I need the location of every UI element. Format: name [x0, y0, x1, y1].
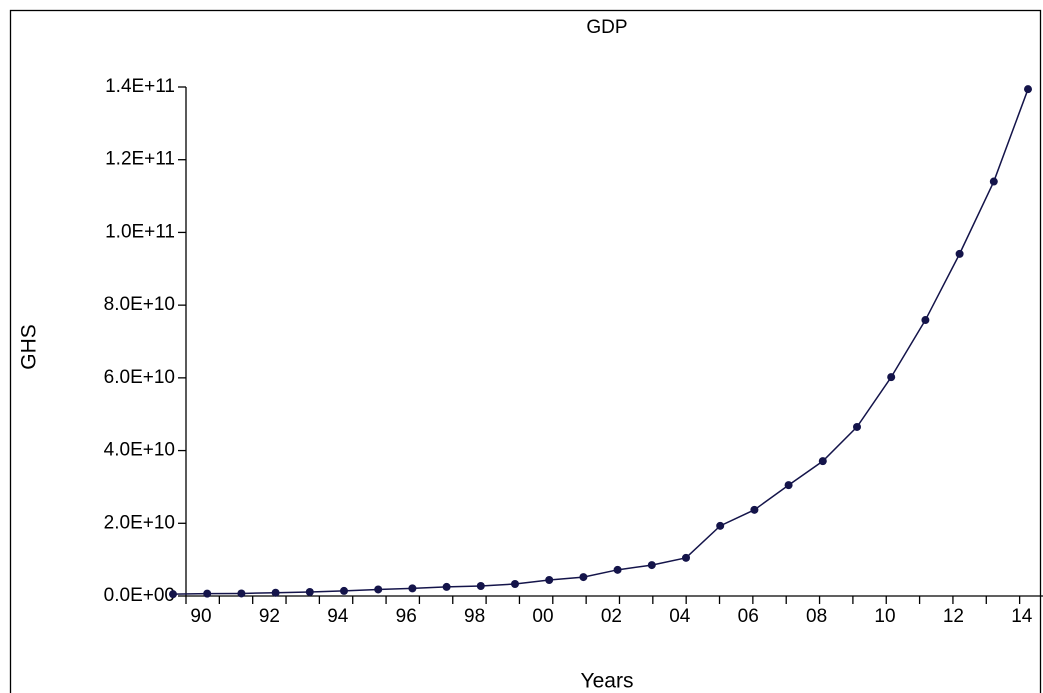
marker	[887, 373, 896, 382]
marker	[511, 580, 519, 589]
y-tick-label: 1.2E+11	[105, 149, 175, 170]
frame	[9, 9, 1042, 693]
marker	[613, 565, 622, 574]
marker	[921, 316, 930, 325]
marker	[408, 584, 417, 593]
y-tick-label: 2.0E+10	[104, 512, 175, 533]
x-tick-label: 92	[259, 606, 280, 627]
y-tick-label: 0.0E+00	[104, 585, 175, 606]
x-tick-label: 00	[532, 606, 553, 627]
marker	[784, 481, 793, 490]
marker	[203, 589, 212, 598]
y-axis-label: GHS	[18, 324, 41, 370]
marker	[682, 553, 690, 562]
marker	[374, 585, 383, 594]
y-tick-label: 4.0E+10	[104, 440, 175, 461]
marker	[716, 521, 725, 530]
marker	[545, 576, 554, 585]
marker	[853, 422, 861, 431]
x-tick-label: 96	[396, 606, 417, 627]
marker	[579, 573, 588, 582]
x-tick-label: 90	[190, 606, 211, 627]
x-tick-label: 06	[738, 606, 759, 627]
marker	[237, 589, 246, 598]
marker	[750, 505, 759, 514]
x-tick-label: 98	[464, 606, 485, 627]
x-tick-label: 08	[806, 606, 827, 627]
marker	[271, 588, 280, 597]
line	[172, 88, 1029, 595]
marker	[442, 582, 451, 591]
x-tick-label: 94	[327, 606, 349, 627]
y-tick-label: 1.4E+11	[105, 76, 175, 97]
marker	[955, 249, 964, 258]
marker	[818, 457, 827, 466]
x-tick-label: 14	[1011, 606, 1033, 627]
marker	[1024, 85, 1032, 94]
y-tick-label: 6.0E+10	[104, 367, 175, 388]
marker	[169, 590, 177, 599]
chart-title: GDP	[586, 17, 627, 38]
marker	[476, 582, 485, 591]
x-tick-label: 02	[601, 606, 622, 627]
marker	[647, 561, 656, 570]
marker	[305, 588, 314, 597]
x-tick-label: 04	[669, 606, 691, 627]
marker	[989, 177, 998, 186]
y-tick-label: 8.0E+10	[104, 294, 175, 315]
marker	[340, 586, 348, 595]
x-axis-label: Years	[581, 670, 634, 693]
x-tick-label: 10	[874, 606, 895, 627]
x-tick-label: 12	[943, 606, 964, 627]
y-tick-label: 1.0E+11	[105, 221, 175, 242]
